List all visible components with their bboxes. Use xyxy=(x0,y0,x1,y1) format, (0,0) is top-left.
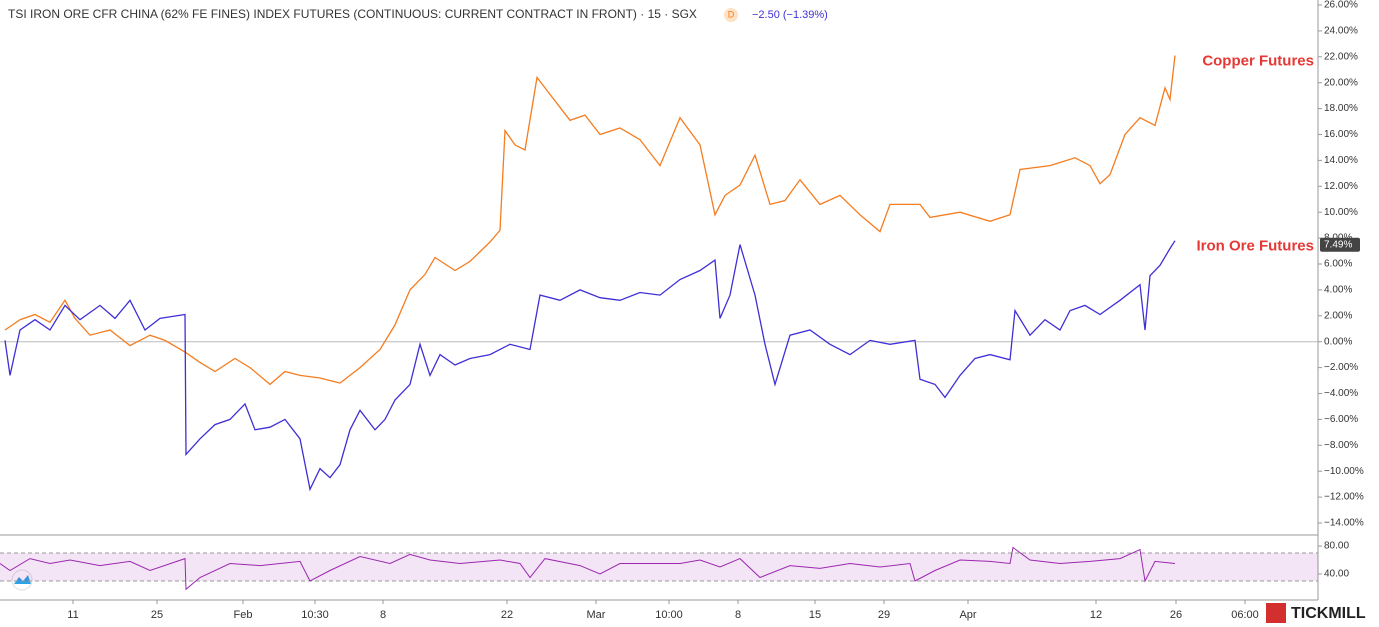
y-tick-label: 16.00% xyxy=(1324,129,1358,140)
y-tick-label: −2.00% xyxy=(1324,362,1358,373)
y-tick-label: −4.00% xyxy=(1324,388,1358,399)
y-tick-label: −8.00% xyxy=(1324,440,1358,451)
x-tick-label: 8 xyxy=(735,609,741,621)
x-tick-label: 10:00 xyxy=(655,609,683,621)
y-tick-label: 4.00% xyxy=(1324,285,1352,296)
series-line xyxy=(4,240,1176,492)
y-tick-label: −14.00% xyxy=(1324,518,1364,529)
series-label: Copper Futures xyxy=(1202,52,1314,69)
logo: TICKMILL xyxy=(1291,605,1366,622)
x-tick-label: 22 xyxy=(501,609,513,621)
x-tick-label: Feb xyxy=(234,609,253,621)
y-tick-label: −10.00% xyxy=(1324,466,1364,477)
rsi-band xyxy=(0,553,1318,581)
rsi-line xyxy=(0,546,1176,591)
x-tick-label: 15 xyxy=(809,609,821,621)
y-tick-label: 80.00 xyxy=(1324,541,1349,552)
series-line xyxy=(4,55,1176,386)
x-tick-label: 8 xyxy=(380,609,386,621)
price-tag xyxy=(1320,237,1360,252)
x-tick-label: 06:00 xyxy=(1231,609,1259,621)
x-tick-label: 29 xyxy=(878,609,890,621)
x-tick-label: 11 xyxy=(67,609,78,621)
tv-icon-glyph xyxy=(14,575,31,584)
y-tick-label: −6.00% xyxy=(1324,414,1358,425)
price-tag-label: 7.49% xyxy=(1324,239,1352,250)
x-tick-label: Apr xyxy=(959,609,976,621)
badge: D xyxy=(728,9,735,19)
y-tick-label: 14.00% xyxy=(1324,155,1358,166)
y-tick-label: 18.00% xyxy=(1324,103,1358,114)
x-tick-label: Mar xyxy=(587,609,606,621)
y-tick-label: 0.00% xyxy=(1324,336,1352,347)
y-tick-label: 6.00% xyxy=(1324,259,1352,270)
y-tick-label: 40.00 xyxy=(1324,569,1349,580)
y-tick-label: 26.00% xyxy=(1324,0,1358,11)
y-tick-label: 20.00% xyxy=(1324,77,1358,88)
x-tick-label: 12 xyxy=(1090,609,1102,621)
y-tick-label: 24.00% xyxy=(1324,26,1358,37)
series-label: Iron Ore Futures xyxy=(1196,238,1314,255)
y-tick-label: 2.00% xyxy=(1324,310,1352,321)
chart-title: TSI IRON ORE CFR CHINA (62% FE FINES) IN… xyxy=(8,7,697,21)
change: −2.50 (−1.39%) xyxy=(752,9,828,21)
y-tick-label: 22.00% xyxy=(1324,51,1358,62)
y-tick-label: 10.00% xyxy=(1324,207,1358,218)
x-tick-label: 26 xyxy=(1170,609,1182,621)
y-tick-label: −12.00% xyxy=(1324,492,1364,503)
x-tick-label: 25 xyxy=(151,609,163,621)
y-tick-label: 12.00% xyxy=(1324,181,1358,192)
badge-bg xyxy=(724,8,738,22)
x-tick-label: 10:30 xyxy=(301,609,329,621)
logo-mark xyxy=(1266,603,1286,623)
